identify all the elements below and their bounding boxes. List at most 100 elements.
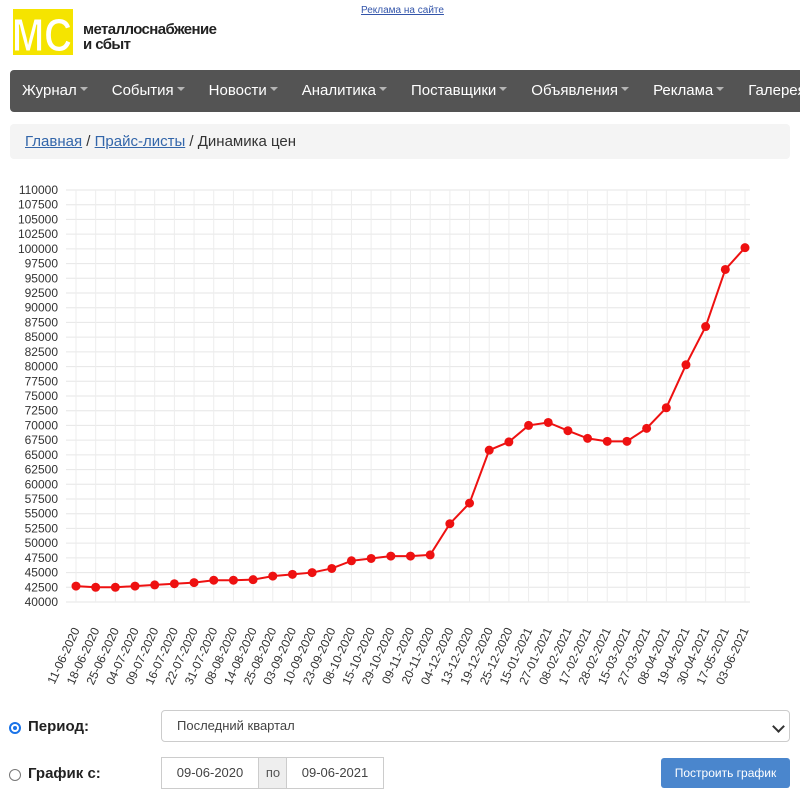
period-select[interactable]: Последний квартал: [161, 710, 790, 742]
caret-down-icon: [716, 87, 725, 92]
nav-item-label: Поставщики: [410, 82, 497, 99]
nav-item-analytics[interactable]: Аналитика: [290, 70, 399, 112]
y-tick-label: 55000: [25, 507, 59, 521]
data-point: [327, 563, 337, 573]
breadcrumb-separator: /: [189, 133, 194, 150]
data-point: [504, 437, 514, 447]
y-tick-label: 42500: [25, 580, 59, 594]
main-nav: Журнал События Новости Аналитика Поставщики О…: [10, 70, 800, 112]
data-point: [346, 556, 356, 566]
nav-item-ads[interactable]: Объявления: [519, 70, 641, 112]
y-tick-label: 67500: [25, 433, 59, 447]
graph-from-label: График с:: [28, 765, 101, 782]
data-point: [661, 403, 671, 413]
y-tick-label: 102500: [18, 227, 58, 241]
data-point: [248, 575, 258, 585]
y-tick-label: 65000: [25, 448, 59, 462]
data-point: [543, 417, 553, 427]
data-point: [524, 420, 534, 430]
breadcrumb-pricelists-link[interactable]: Прайс-листы: [94, 133, 186, 150]
nav-item-journal[interactable]: Журнал: [10, 70, 100, 112]
breadcrumb-home-link[interactable]: Главная: [25, 133, 83, 150]
nav-item-label: Журнал: [22, 82, 77, 99]
nav-item-label: События: [111, 82, 174, 99]
date-range-separator: по: [259, 757, 287, 789]
nav-item-label: Аналитика: [301, 82, 376, 99]
data-point: [189, 578, 199, 588]
data-point: [91, 582, 101, 592]
data-point: [287, 569, 297, 579]
data-point: [209, 575, 219, 585]
nav-item-gallery[interactable]: Галерея: [736, 70, 800, 112]
data-point: [71, 581, 81, 591]
graph-from-radio[interactable]: [9, 769, 21, 781]
price-dynamics-chart: 40000 42500 45000 47500 50000 52500 55000 57500…: [10, 170, 790, 700]
data-point: [484, 445, 494, 455]
y-tick-label: 97500: [25, 257, 59, 271]
breadcrumb-current: Динамика цен: [197, 133, 297, 150]
y-tick-label: 87500: [25, 315, 59, 329]
breadcrumb-separator: /: [86, 133, 91, 150]
caret-down-icon: [176, 87, 185, 92]
chevron-down-icon: [772, 720, 785, 733]
y-tick-label: 70000: [25, 418, 59, 432]
caret-down-icon: [79, 87, 88, 92]
svg-text:MC: MC: [13, 9, 72, 55]
logo-text: металлоснабжение и сбыт: [83, 21, 217, 53]
data-point: [563, 426, 573, 436]
data-point: [386, 551, 396, 561]
y-tick-label: 62500: [25, 463, 59, 477]
y-tick-label: 40000: [25, 595, 59, 609]
y-tick-label: 85000: [25, 330, 59, 344]
date-to-input[interactable]: 09-06-2021: [286, 757, 384, 789]
y-tick-label: 82500: [25, 345, 59, 359]
y-tick-label: 95000: [25, 271, 59, 285]
y-tick-label: 77500: [25, 374, 59, 388]
data-point: [642, 423, 652, 433]
logo-line-2: и сбыт: [83, 36, 131, 53]
data-point: [268, 571, 278, 581]
data-point: [681, 360, 691, 370]
nav-item-events[interactable]: События: [100, 70, 197, 112]
logo-mc-mark: MC: [13, 9, 73, 55]
y-tick-label: 45000: [25, 566, 59, 580]
breadcrumb: Главная / Прайс-листы / Динамика цен: [10, 124, 790, 159]
y-tick-label: 107500: [18, 198, 58, 212]
nav-item-label: Галерея: [748, 82, 800, 99]
data-point: [701, 322, 711, 332]
nav-item-news[interactable]: Новости: [197, 70, 290, 112]
build-chart-button[interactable]: Построить график: [661, 758, 790, 788]
nav-item-advertising[interactable]: Реклама: [641, 70, 736, 112]
data-point: [169, 579, 179, 589]
nav-item-suppliers[interactable]: Поставщики: [399, 70, 519, 112]
caret-down-icon: [269, 87, 278, 92]
ad-link[interactable]: Реклама на сайте: [361, 5, 444, 16]
period-radio[interactable]: [9, 722, 21, 734]
data-point: [622, 436, 632, 446]
data-point: [150, 580, 160, 590]
y-tick-label: 50000: [25, 536, 59, 550]
y-tick-label: 90000: [25, 301, 59, 315]
caret-down-icon: [378, 87, 387, 92]
date-from-input[interactable]: 09-06-2020: [161, 757, 259, 789]
y-tick-label: 72500: [25, 404, 59, 418]
data-point: [465, 498, 475, 508]
data-point: [130, 581, 140, 591]
y-tick-label: 47500: [25, 551, 59, 565]
data-point: [425, 550, 435, 560]
y-tick-label: 75000: [25, 389, 59, 403]
data-point: [366, 553, 376, 563]
y-tick-label: 100000: [18, 242, 58, 256]
caret-down-icon: [499, 87, 508, 92]
data-point: [445, 519, 455, 529]
logo-line-1: металлоснабжение: [83, 21, 217, 38]
site-logo[interactable]: MC металлоснабжение и сбыт: [13, 9, 217, 57]
data-point: [720, 264, 730, 274]
data-point: [740, 243, 750, 253]
nav-item-label: Новости: [208, 82, 267, 99]
price-chart-svg: 4000042500450004750050000525005500057500…: [18, 183, 752, 687]
nav-item-label: Реклама: [653, 82, 714, 99]
data-point: [228, 575, 238, 585]
data-point: [583, 433, 593, 443]
data-point: [110, 582, 120, 592]
